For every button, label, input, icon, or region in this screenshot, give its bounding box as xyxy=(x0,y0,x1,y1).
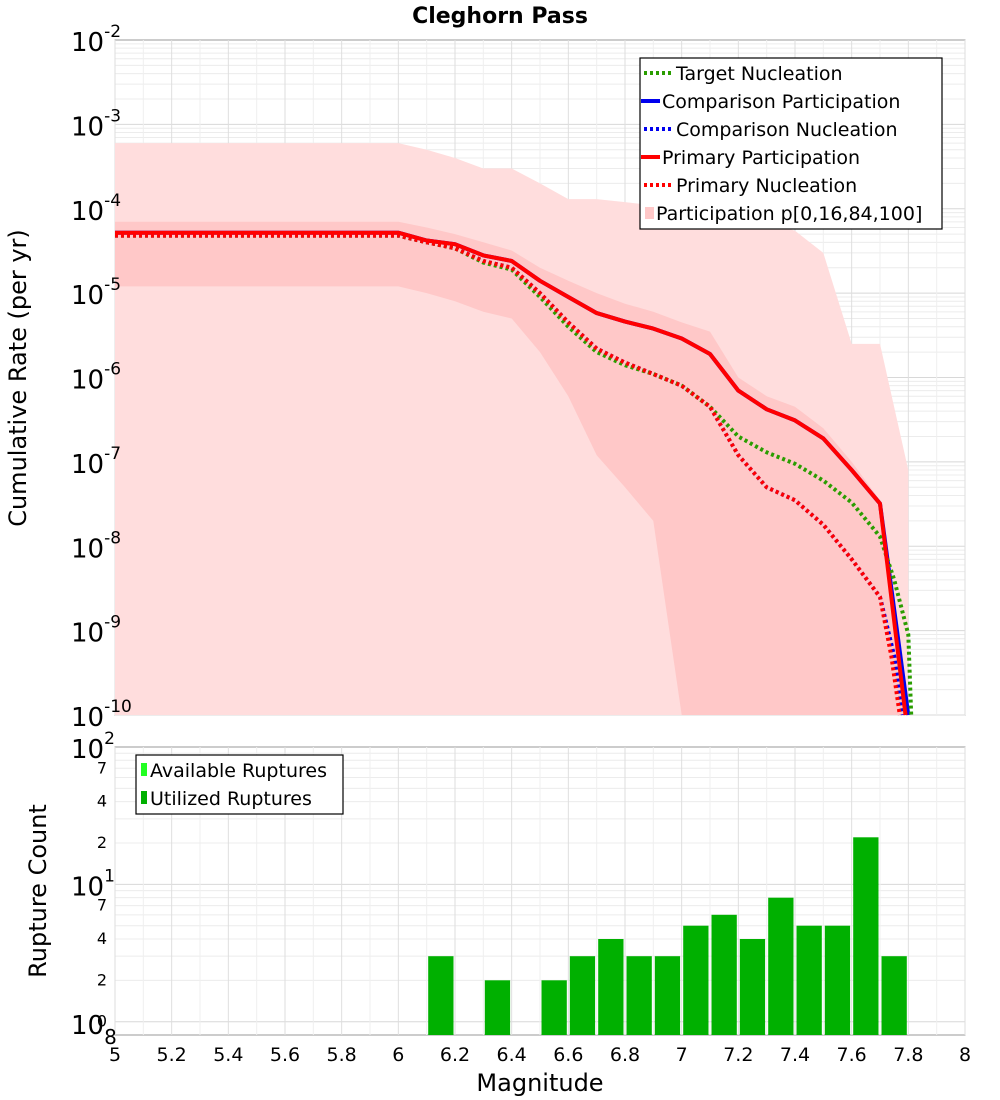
rate-panel: 10-2 10-3 10-4 10-5 10-6 10-7 10-8 10-9 10-10 Cu… xyxy=(4,22,966,733)
legend-label-primary-nucleation: Primary Nucleation xyxy=(676,175,857,197)
bar-utilized-ruptures xyxy=(654,956,681,1035)
x-tick-label: 5 xyxy=(109,1044,121,1066)
count-y-tick-label: 7 xyxy=(97,758,107,777)
x-tick-label: 5.4 xyxy=(213,1044,243,1066)
x-tick-label: 7 xyxy=(676,1044,688,1066)
count-legend: Available Ruptures Utilized Ruptures xyxy=(135,754,344,815)
rate-y-tick-label: 10-10 xyxy=(71,697,132,733)
rate-y-tick-label: 10-5 xyxy=(71,275,121,311)
rate-y-tick-label: 10-6 xyxy=(71,360,121,396)
count-bars xyxy=(428,837,907,1035)
legend-label-primary-participation: Primary Participation xyxy=(662,147,860,169)
x-tick-label: 5.6 xyxy=(270,1044,300,1066)
count-y-tick-label: 4 xyxy=(97,792,107,811)
x-tick-label: 7.2 xyxy=(723,1044,753,1066)
x-tick-label: 7.6 xyxy=(837,1044,867,1066)
count-y-tick-label: 108 xyxy=(71,1011,117,1049)
bar-utilized-ruptures xyxy=(739,939,766,1035)
series-target-nucleation xyxy=(115,233,914,716)
count-y-tick-label: 0 xyxy=(97,1012,107,1031)
bar-utilized-ruptures xyxy=(711,914,737,1035)
x-tick-label: 6.2 xyxy=(440,1044,470,1066)
bar-utilized-ruptures xyxy=(683,925,709,1035)
bar-utilized-ruptures xyxy=(598,939,624,1035)
x-tick-label: 8 xyxy=(959,1044,971,1066)
count-y-tick-label: 4 xyxy=(97,929,107,948)
x-tick-label: 7.8 xyxy=(893,1044,923,1066)
count-legend-box xyxy=(135,754,344,815)
x-tick-label: 5.8 xyxy=(327,1044,357,1066)
bar-utilized-ruptures xyxy=(428,956,454,1035)
rate-bands xyxy=(115,143,909,716)
legend-label-comparison-nucleation: Comparison Nucleation xyxy=(676,119,898,141)
rate-lines xyxy=(115,230,914,716)
rate-y-tick-label: 10-9 xyxy=(71,613,121,649)
legend-label-comparison-participation: Comparison Participation xyxy=(662,91,900,113)
count-y-tick-label: 2 xyxy=(97,833,107,852)
series-primary-participation xyxy=(115,230,908,716)
legend-label-target-nucleation: Target Nucleation xyxy=(675,63,843,85)
legend-label-available-ruptures: Available Ruptures xyxy=(150,760,327,782)
x-tick-label: 6.8 xyxy=(610,1044,640,1066)
rate-y-ticks: 10-2 10-3 10-4 10-5 10-6 10-7 10-8 10-9 10-10 xyxy=(71,22,132,733)
x-tick-label: 6.6 xyxy=(553,1044,583,1066)
bar-utilized-ruptures xyxy=(626,956,652,1035)
legend-label-utilized-ruptures: Utilized Ruptures xyxy=(150,788,312,810)
legend-swatch-available-ruptures xyxy=(141,763,147,776)
bar-utilized-ruptures xyxy=(484,980,511,1035)
count-y-tick-label: 7 xyxy=(97,896,107,915)
rate-legend-box xyxy=(639,57,943,230)
x-tick-label: 5.2 xyxy=(157,1044,187,1066)
rate-y-tick-label: 10-8 xyxy=(71,528,121,564)
legend-swatch-utilized-ruptures xyxy=(141,791,147,804)
legend-label-participation-band: Participation p[0,16,84,100] xyxy=(656,203,922,225)
rate-y-tick-label: 10-4 xyxy=(71,191,121,227)
legend-swatch-participation-band xyxy=(645,207,654,219)
count-y-axis-label: Rupture Count xyxy=(24,804,52,978)
count-y-tick-label: 2 xyxy=(97,970,107,989)
count-y-tick-label: 101 xyxy=(71,866,115,902)
bar-utilized-ruptures xyxy=(541,980,567,1035)
bar-utilized-ruptures xyxy=(768,897,794,1035)
x-tick-label: 6 xyxy=(392,1044,404,1066)
bar-utilized-ruptures xyxy=(569,956,596,1035)
x-tick-label: 6.4 xyxy=(497,1044,527,1066)
rate-y-tick-label: 10-7 xyxy=(71,444,121,480)
bar-utilized-ruptures xyxy=(824,925,851,1035)
rate-legend: Target Nucleation Comparison Participati… xyxy=(639,57,943,230)
bar-utilized-ruptures xyxy=(796,925,822,1035)
bar-utilized-ruptures xyxy=(881,956,907,1035)
count-x-ticks: 5 5.2 5.4 5.6 5.8 6 6.2 6.4 6.6 6.8 7 7.2 7.4 7.6 7.8 8 xyxy=(109,1044,971,1066)
x-tick-label: 7.4 xyxy=(780,1044,810,1066)
x-axis-label: Magnitude xyxy=(476,1069,603,1097)
chart-title: Cleghorn Pass xyxy=(412,4,588,29)
rate-y-tick-label: 10-3 xyxy=(71,106,121,142)
band-participation-p-16-84 xyxy=(115,221,909,716)
bar-utilized-ruptures xyxy=(853,837,879,1035)
rate-y-axis-label: Cumulative Rate (per yr) xyxy=(4,229,32,527)
rate-y-tick-label: 10-2 xyxy=(71,22,121,58)
count-y-tick-label: 102 xyxy=(71,729,115,765)
